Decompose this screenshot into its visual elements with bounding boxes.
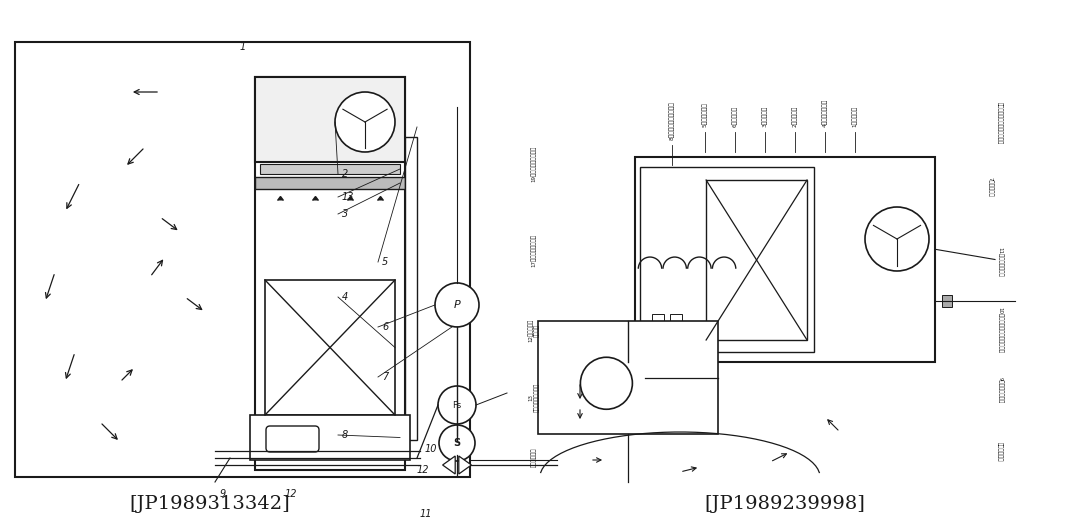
Text: 4（湿度検出器）: 4（湿度検出器） xyxy=(822,99,828,127)
Text: 12: 12 xyxy=(285,489,298,499)
Text: 9: 9 xyxy=(220,489,226,499)
Bar xyxy=(255,77,405,162)
Text: （センサ空気温湿度センサ）: （センサ空気温湿度センサ） xyxy=(998,102,1003,144)
Text: [JP1989239998]: [JP1989239998] xyxy=(704,495,865,513)
Text: 6（加熱器）: 6（加熱器） xyxy=(732,106,737,127)
Bar xyxy=(706,180,807,340)
Text: （室内排気）: （室内排気） xyxy=(531,447,536,467)
Bar xyxy=(942,295,952,306)
Text: 1: 1 xyxy=(240,42,246,52)
Text: S: S xyxy=(454,438,460,448)
Bar xyxy=(250,415,410,460)
Circle shape xyxy=(865,207,929,271)
Text: 8（せきせつ物センサ）: 8（せきせつ物センサ） xyxy=(670,101,675,140)
Text: 8: 8 xyxy=(342,430,348,440)
Text: 12: 12 xyxy=(417,465,430,475)
Polygon shape xyxy=(443,456,455,474)
Bar xyxy=(538,321,718,434)
Text: 2: 2 xyxy=(342,169,348,179)
Text: 17（室内空気入口）: 17（室内空気入口） xyxy=(531,234,536,267)
Bar xyxy=(255,77,405,470)
Circle shape xyxy=(580,358,632,409)
Text: 3（室外器）: 3（室外器） xyxy=(762,106,768,127)
Text: 6: 6 xyxy=(382,322,388,332)
Text: 1（供給管）: 1（供給管） xyxy=(852,106,858,127)
Text: P: P xyxy=(454,300,460,310)
Bar xyxy=(266,280,395,415)
Text: 3: 3 xyxy=(342,209,348,219)
Circle shape xyxy=(435,283,479,327)
Polygon shape xyxy=(459,456,472,474)
Text: 5（加湿装置）: 5（加湿装置） xyxy=(702,102,707,127)
Text: 10: 10 xyxy=(425,444,438,454)
Bar xyxy=(653,314,664,342)
Text: [JP1989313342]: [JP1989313342] xyxy=(130,495,290,513)
Bar xyxy=(255,177,405,189)
Text: 12（結露防止
センサ）: 12（結露防止 センサ） xyxy=(528,319,540,342)
Text: 7: 7 xyxy=(382,372,388,382)
Bar xyxy=(670,314,682,342)
Bar xyxy=(405,137,417,440)
Text: 7（加湿器）: 7（加湿器） xyxy=(987,177,993,197)
Text: （室外排気）: （室外排気） xyxy=(998,442,1003,461)
Text: 11: 11 xyxy=(420,509,432,519)
Bar xyxy=(15,42,470,477)
Text: 5: 5 xyxy=(382,257,388,267)
Text: 13: 13 xyxy=(342,192,355,202)
Text: 2（ファン）: 2（ファン） xyxy=(792,106,798,127)
Circle shape xyxy=(439,425,475,461)
Bar xyxy=(640,167,814,352)
FancyBboxPatch shape xyxy=(266,426,319,452)
Circle shape xyxy=(438,386,476,424)
Text: 10（吸込空気温湿度センサ）: 10（吸込空気温湿度センサ） xyxy=(998,307,1003,353)
Bar xyxy=(260,164,400,174)
Text: 11（温度センサ）: 11（温度センサ） xyxy=(998,247,1003,277)
Text: 4: 4 xyxy=(342,292,348,302)
Circle shape xyxy=(335,92,395,152)
Text: 9（室外給気口）: 9（室外給気口） xyxy=(998,377,1003,403)
Text: Fs: Fs xyxy=(453,401,461,410)
Text: 19（室内への吹出口）: 19（室内への吹出口） xyxy=(531,146,536,182)
Text: 13
（湿度制御センサ）: 13 （湿度制御センサ） xyxy=(528,383,540,412)
Bar xyxy=(635,157,935,362)
